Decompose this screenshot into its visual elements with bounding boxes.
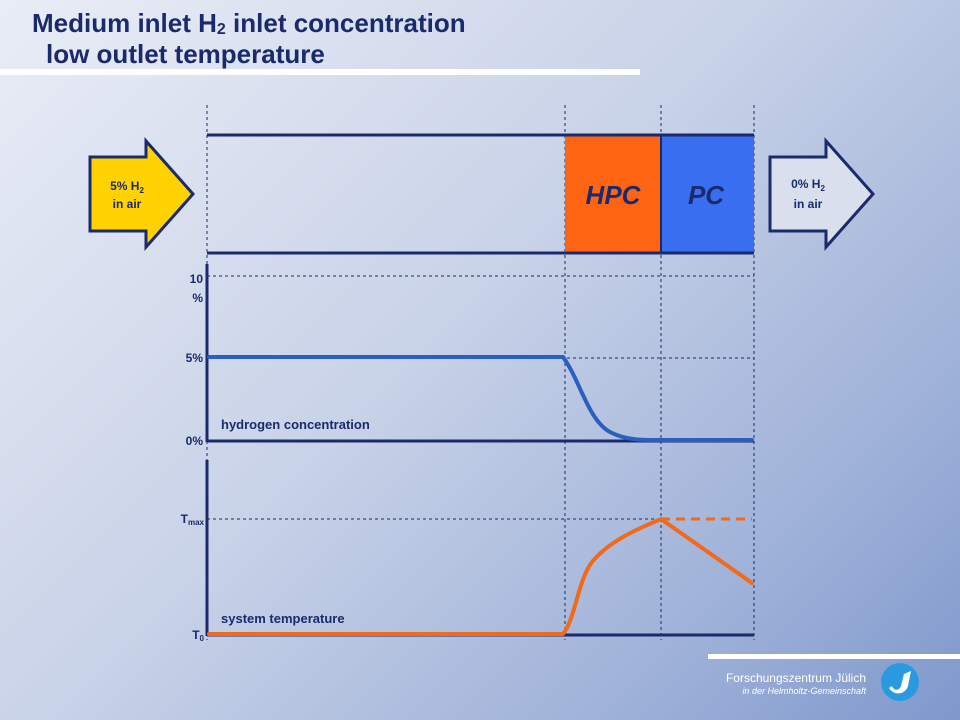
footer-organization: Forschungszentrum Jülich [725, 671, 866, 685]
concentration-tick-10-unit: % [192, 291, 203, 305]
concentration-tick-0: 0% [186, 434, 204, 448]
temperature-tick-t0: T0 [192, 628, 204, 643]
inlet-label-line-2: in air [113, 197, 142, 211]
hpc-zone [565, 135, 661, 253]
concentration-curve [207, 355, 754, 442]
footer-divider [708, 654, 960, 659]
outlet-label-line-2: in air [794, 197, 823, 211]
pc-label: PC [688, 180, 725, 210]
temperature-tick-tmax: Tmax [181, 512, 205, 527]
concentration-label: hydrogen concentration [221, 417, 370, 432]
footer-subtitle: in der Helmholtz-Gemeinschaft [742, 686, 866, 696]
title-line-2: low outlet temperature [46, 39, 325, 69]
outlet-arrow [768, 137, 876, 251]
temperature-curve [207, 517, 754, 636]
concentration-tick-5: 5% [186, 351, 204, 365]
temperature-panel: Tmax T0 system temperature [181, 460, 754, 643]
page-title: Medium inlet H2 inlet concentration low … [32, 8, 466, 70]
concentration-panel: 10 % 5% 0% hydrogen concentration [186, 264, 754, 448]
pc-zone [661, 135, 754, 253]
title-line-1: Medium inlet H2 inlet concentration [32, 8, 466, 38]
outlet-label-line-1: 0% H2 [791, 177, 825, 193]
inlet-label-line-1: 5% H2 [110, 179, 144, 195]
temperature-label: system temperature [221, 611, 345, 626]
inlet-arrow [88, 137, 196, 251]
concentration-tick-10: 10 [190, 272, 204, 286]
title-divider [0, 69, 640, 75]
julich-logo-icon [881, 663, 919, 701]
hpc-label: HPC [586, 180, 642, 210]
